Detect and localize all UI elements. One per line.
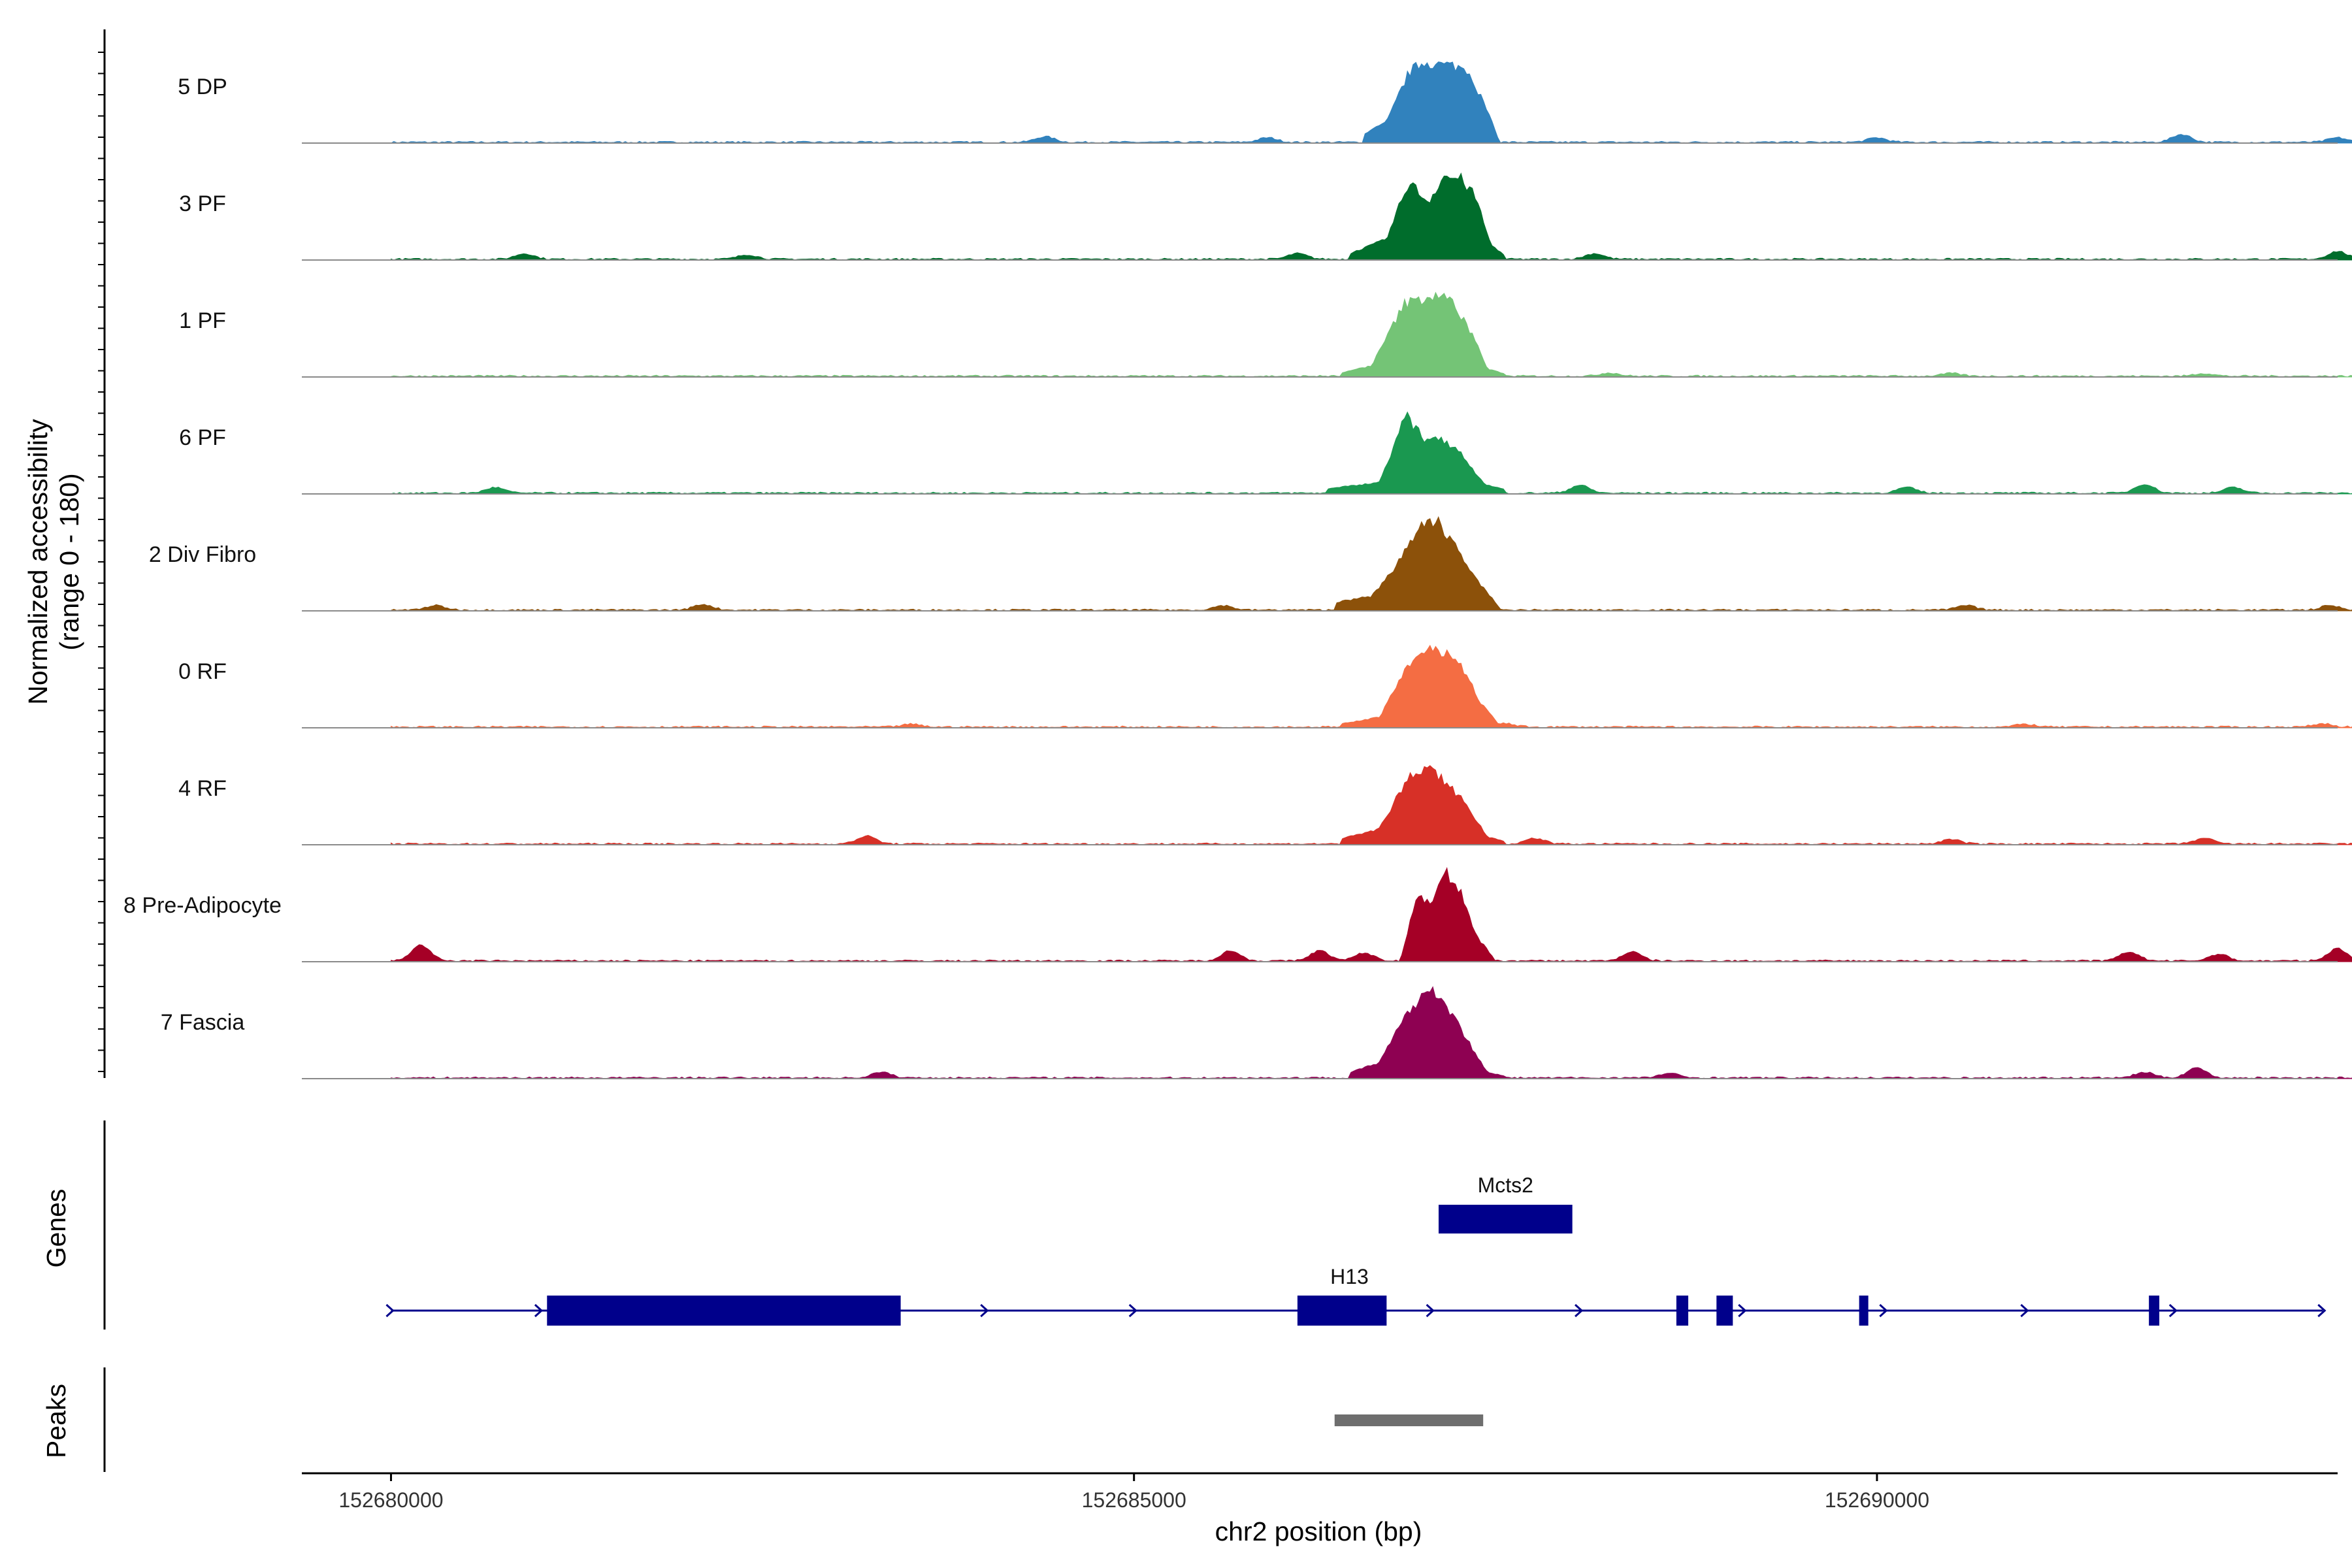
- peaks-track: [103, 1367, 1484, 1472]
- coverage-area: [391, 172, 2352, 261]
- gene-label: H13: [1330, 1265, 1369, 1288]
- track-0-rf: 0 RF: [178, 644, 2352, 728]
- y-axis: [98, 29, 106, 1078]
- track-7-fascia: 7 Fascia: [161, 986, 2352, 1079]
- peak-region: [1334, 1414, 1484, 1426]
- gene-exon: [1438, 1205, 1573, 1233]
- track-5-dp: 5 DP: [178, 61, 2352, 144]
- track-label: 1 PF: [179, 308, 226, 333]
- x-axis: 152680000 152685000 152690000: [302, 1472, 2338, 1512]
- track-label: 6 PF: [179, 425, 226, 450]
- gene-exon: [1716, 1296, 1733, 1326]
- strand-arrow: [1426, 1303, 1435, 1318]
- strand-arrow: [1738, 1303, 1747, 1318]
- gene-label: Mcts2: [1478, 1173, 1533, 1197]
- y-axis-title-line2: (range 0 - 180): [54, 473, 84, 650]
- x-tick-label: 152685000: [1082, 1488, 1186, 1512]
- gene-exon: [2149, 1296, 2160, 1326]
- genes-track: Mcts2 H13: [103, 1120, 2327, 1330]
- coverage-area: [391, 411, 2352, 495]
- coverage-area: [391, 866, 2352, 962]
- track-8-pre-adipocyte: 8 Pre-Adipocyte: [123, 866, 2352, 962]
- coverage-area: [391, 515, 2352, 612]
- track-2-div-fibro: 2 Div Fibro: [149, 515, 2352, 612]
- gene-exon: [1676, 1296, 1689, 1326]
- strand-arrow: [1575, 1303, 1584, 1318]
- gene-mcts2: Mcts2: [1438, 1173, 1573, 1233]
- gene-exon: [1859, 1296, 1869, 1326]
- track-label: 8 Pre-Adipocyte: [123, 893, 282, 918]
- x-tick-label: 152690000: [1825, 1488, 1929, 1512]
- strand-arrow: [2020, 1303, 2029, 1318]
- track-label: 3 PF: [179, 191, 226, 216]
- strand-arrow: [1128, 1303, 1137, 1318]
- gene-exon: [547, 1296, 901, 1326]
- y-axis-title-line1: Normalized accessibility: [23, 419, 53, 705]
- strand-arrow: [980, 1303, 989, 1318]
- track-label: 7 Fascia: [161, 1010, 245, 1035]
- gene-exon: [1297, 1296, 1387, 1326]
- strand-arrow: [2317, 1303, 2327, 1318]
- track-label: 5 DP: [178, 74, 227, 99]
- coverage-area: [389, 61, 2352, 144]
- track-6-pf: 6 PF: [179, 411, 2352, 495]
- x-axis-title: chr2 position (bp): [1215, 1516, 1422, 1546]
- track-3-pf: 3 PF: [179, 172, 2352, 261]
- coverage-area: [391, 765, 2352, 845]
- coverage-area: [391, 291, 2352, 378]
- track-label: 4 RF: [178, 776, 227, 801]
- genes-track-title: Genes: [41, 1189, 71, 1268]
- strand-arrow: [534, 1303, 544, 1318]
- x-tick-label: 152680000: [338, 1488, 443, 1512]
- track-1-pf: 1 PF: [179, 291, 2352, 378]
- strand-arrow: [1879, 1303, 1888, 1318]
- strand-arrow: [385, 1303, 395, 1318]
- peaks-track-title: Peaks: [41, 1384, 71, 1458]
- track-label: 0 RF: [178, 659, 227, 684]
- track-label: 2 Div Fibro: [149, 542, 256, 567]
- coverage-area: [391, 986, 2352, 1079]
- strand-arrow: [2168, 1303, 2178, 1318]
- coverage-tracks: 5 DP 3 PF 1 PF 6 PF 2 Div Fibro 0 RF 4 RF 8 Pre…: [123, 61, 2352, 1079]
- coverage-area: [391, 644, 2352, 728]
- gene-h13: H13: [385, 1265, 2327, 1326]
- track-4-rf: 4 RF: [178, 765, 2352, 845]
